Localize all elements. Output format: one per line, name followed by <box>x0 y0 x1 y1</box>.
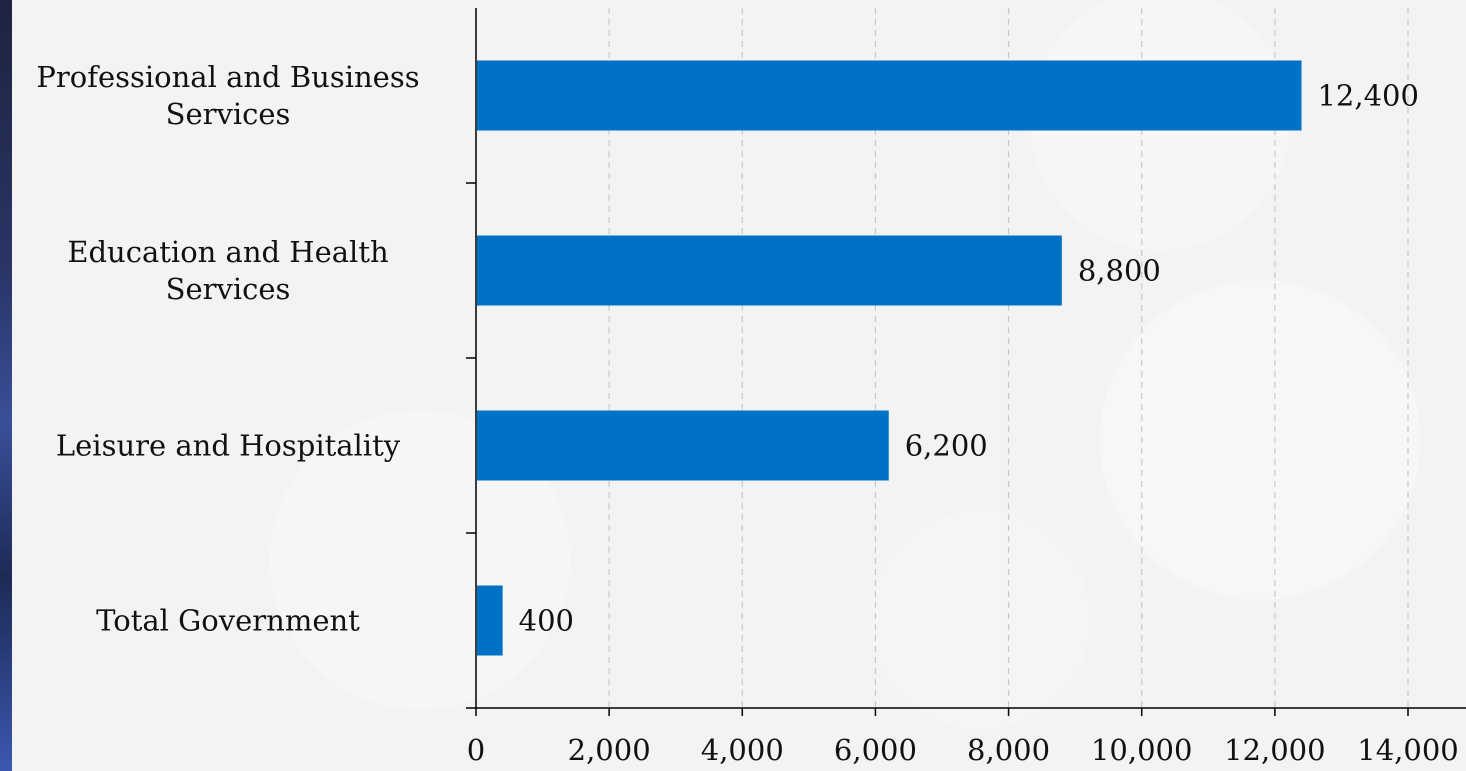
x-tick-label: 4,000 <box>701 733 784 767</box>
bar <box>477 60 1302 131</box>
bars <box>477 60 1302 656</box>
y-category-label: Education and Health Services <box>67 235 388 306</box>
y-category-label-line: Education and Health <box>67 235 388 269</box>
y-category-label: Professional and Business Services <box>36 60 419 131</box>
y-axis-ticks <box>466 182 476 534</box>
x-tick-label: 12,000 <box>1224 733 1325 767</box>
bar <box>477 585 503 656</box>
x-axis-ticks: 0 2,000 4,000 6,000 8,000 10,000 12,000 14,000 <box>467 708 1459 767</box>
y-category-label-line: Leisure and Hospitality <box>56 429 401 463</box>
category-labels: Professional and Business ServicesEducati… <box>36 60 419 638</box>
left-decorative-strip <box>0 0 12 771</box>
bar-value-label: 8,800 <box>1078 254 1161 288</box>
bar <box>477 410 889 481</box>
x-tick-label: 2,000 <box>568 733 651 767</box>
bar-value-label: 6,200 <box>905 429 988 463</box>
y-category-label: Total Government <box>96 604 360 638</box>
bar-value-label: 400 <box>519 604 574 638</box>
y-category-label-line: Services <box>166 97 291 131</box>
y-category-label-line: Services <box>166 272 291 306</box>
y-category-label-line: Total Government <box>96 604 360 638</box>
bar-value-label: 12,400 <box>1317 79 1418 113</box>
y-category-label-line: Professional and Business <box>36 60 419 94</box>
x-tick-label: 0 <box>467 733 485 767</box>
grid-lines <box>608 8 1409 708</box>
value-labels: 12,400 8,800 6,200 400 <box>519 79 1419 638</box>
y-category-label: Leisure and Hospitality <box>56 429 401 463</box>
x-tick-label: 8,000 <box>967 733 1050 767</box>
x-tick-label: 6,000 <box>834 733 917 767</box>
bar <box>477 235 1062 306</box>
x-tick-label: 14,000 <box>1357 733 1458 767</box>
x-tick-label: 10,000 <box>1091 733 1192 767</box>
